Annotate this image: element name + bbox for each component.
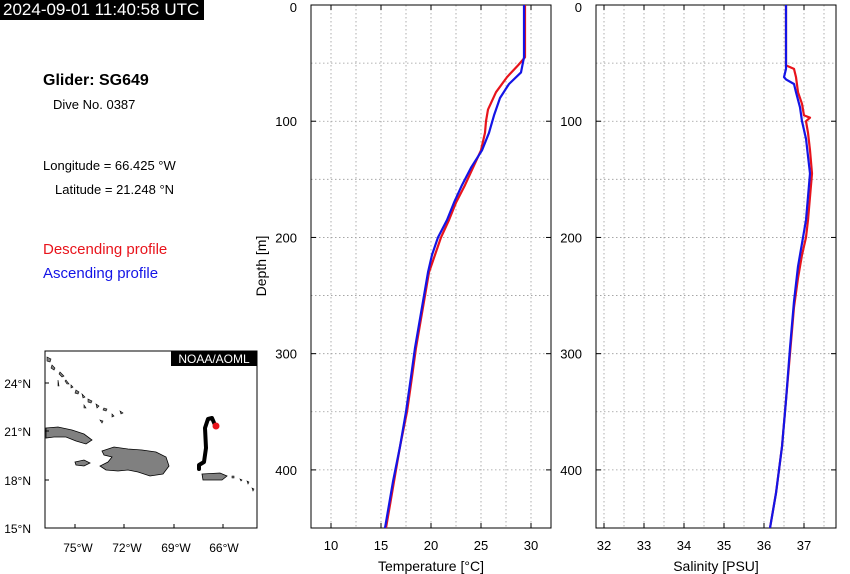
series-line-ascending [383, 5, 526, 528]
y-tick-label: 400 [560, 463, 582, 478]
y-tick-label: 100 [275, 114, 297, 129]
x-tick-label: 35 [717, 538, 731, 553]
map-lat-tick: 24°N [4, 377, 31, 391]
noaa-badge: NOAA/AOML [178, 352, 250, 366]
x-tick-label: 30 [524, 538, 538, 553]
x-tick-label: 25 [474, 538, 488, 553]
current-position-marker [212, 422, 220, 430]
x-axis-label: Temperature [°C] [378, 558, 484, 574]
map-jamaica [74, 459, 91, 467]
y-tick-label: 200 [560, 230, 582, 245]
map-lon-tick: 72°W [112, 541, 142, 555]
series-line-ascending [768, 5, 812, 528]
y-tick-label: 0 [575, 0, 582, 15]
x-tick-label: 32 [597, 538, 611, 553]
y-tick-label: 0 [290, 0, 297, 15]
map-puerto-rico [201, 472, 228, 481]
noaa-badge-bg [171, 351, 257, 366]
map-hispaniola [99, 446, 170, 477]
latitude-readout: Latitude = 21.248 °N [55, 182, 175, 197]
map-lat-tick: 18°N [4, 474, 31, 488]
map-small-islands [231, 475, 255, 492]
x-tick-label: 10 [324, 538, 338, 553]
x-tick-label: 36 [757, 538, 771, 553]
map-islands [46, 356, 124, 424]
map-ticks [45, 382, 224, 528]
x-tick-label: 15 [374, 538, 388, 553]
y-tick-label: 300 [275, 347, 297, 362]
x-tick-label: 34 [677, 538, 691, 553]
y-tick-label: 200 [275, 230, 297, 245]
x-axis-label: Salinity [PSU] [673, 558, 759, 574]
map-lon-tick: 69°W [161, 541, 191, 555]
y-tick-label: 300 [560, 347, 582, 362]
x-tick-label: 20 [424, 538, 438, 553]
map-lat-labels: 24°N 21°N 18°N 15°N [4, 377, 31, 536]
map-lat-tick: 21°N [4, 425, 31, 439]
plot-frame [595, 4, 837, 529]
longitude-readout: Longitude = 66.425 °W [43, 158, 176, 173]
legend-descending: Descending profile [43, 241, 168, 258]
y-axis-label: Depth [m] [253, 236, 269, 297]
x-tick-label: 33 [637, 538, 651, 553]
x-tick-label: 37 [797, 538, 811, 553]
glider-track [197, 416, 217, 471]
timestamp-banner: 2024-09-01 11:40:58 UTC [0, 0, 205, 20]
glider-title: Glider: SG649 [43, 72, 149, 89]
y-tick-label: 100 [560, 114, 582, 129]
y-tick-label: 400 [275, 463, 297, 478]
map-cuba [45, 426, 93, 445]
map-lon-labels: 75°W 72°W 69°W 66°W [63, 541, 239, 555]
map-lat-tick: 15°N [4, 522, 31, 536]
dive-number: Dive No. 0387 [53, 97, 136, 112]
legend-ascending: Ascending profile [43, 265, 159, 282]
map-lon-tick: 75°W [63, 541, 93, 555]
map-lon-tick: 66°W [209, 541, 239, 555]
chart-salinity: 32 33 34 35 36 37 0 100 200 300 400 Salinity [PSU] [560, 0, 837, 574]
